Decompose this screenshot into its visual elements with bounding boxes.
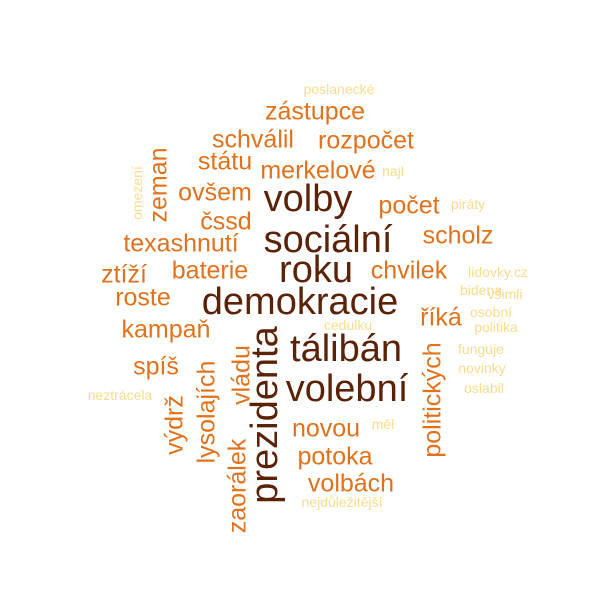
cloud-word: kampaň xyxy=(121,315,211,344)
cloud-word: omezení xyxy=(129,166,145,220)
cloud-word: schválil xyxy=(212,125,294,154)
cloud-word: funguje xyxy=(458,341,504,357)
cloud-word: výdrž xyxy=(160,395,189,455)
cloud-word: lysolajích xyxy=(192,360,221,464)
cloud-word: státu xyxy=(197,147,253,176)
cloud-word: piráty xyxy=(450,196,486,212)
cloud-word: merkelové xyxy=(260,156,376,185)
cloud-word: potoka xyxy=(297,442,373,471)
cloud-word: zástupce xyxy=(264,97,366,126)
cloud-word: cedulku xyxy=(323,317,373,333)
cloud-word: texashnutí xyxy=(123,229,239,258)
cloud-word: chvilek xyxy=(370,256,448,285)
cloud-word: novou xyxy=(291,414,361,443)
cloud-word: rozpočet xyxy=(318,126,414,155)
cloud-word: oslabil xyxy=(464,380,504,396)
cloud-word: osobní xyxy=(469,304,513,320)
cloud-word: zaorálek xyxy=(223,438,252,534)
cloud-word: vládu xyxy=(227,345,256,405)
cloud-word: volby xyxy=(263,178,353,220)
cloud-word: ovšem xyxy=(178,178,252,207)
cloud-word: všimli xyxy=(487,286,523,302)
cloud-word: baterie xyxy=(171,256,249,285)
cloud-word: volbách xyxy=(307,469,395,498)
cloud-word: nejdůležitější xyxy=(301,494,383,510)
cloud-word: politických xyxy=(418,342,447,458)
cloud-word: bidena xyxy=(459,282,503,298)
cloud-word: čssd xyxy=(200,207,252,236)
cloud-word: scholz xyxy=(422,221,494,250)
cloud-word: sociální xyxy=(263,219,393,261)
cloud-word: novinky xyxy=(458,360,506,376)
cloud-word: poslanecké xyxy=(303,81,375,97)
cloud-word: říká xyxy=(420,303,462,332)
cloud-word: měl xyxy=(371,416,395,432)
cloud-word: počet xyxy=(378,191,440,220)
cloud-word: volební xyxy=(285,368,409,410)
cloud-word: neztrácela xyxy=(87,387,153,403)
cloud-word: lidovky.cz xyxy=(468,264,528,280)
cloud-word: politika xyxy=(474,319,518,335)
cloud-word: tálibán xyxy=(290,328,402,370)
cloud-word: najl xyxy=(382,163,404,179)
cloud-word: spíš xyxy=(133,352,179,381)
cloud-word: roste xyxy=(115,283,171,312)
cloud-word: demokracie xyxy=(201,281,399,323)
cloud-word: zeman xyxy=(144,147,173,223)
cloud-word: ztíží xyxy=(101,260,147,289)
cloud-word: roku xyxy=(279,249,353,291)
